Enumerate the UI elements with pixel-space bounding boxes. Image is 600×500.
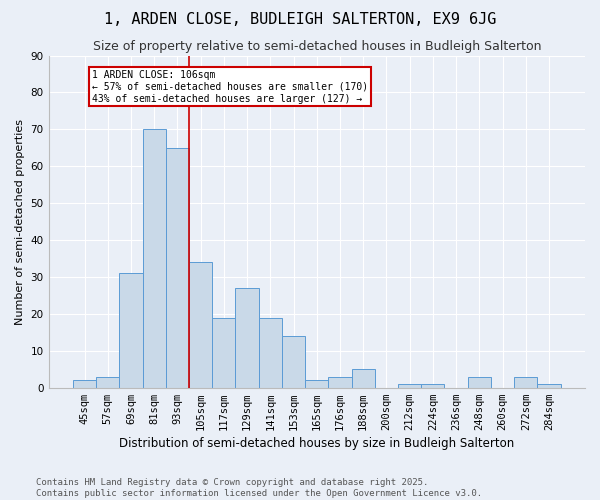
Bar [212,318,235,388]
Bar [143,130,166,388]
Bar [468,376,491,388]
Text: 1, ARDEN CLOSE, BUDLEIGH SALTERTON, EX9 6JG: 1, ARDEN CLOSE, BUDLEIGH SALTERTON, EX9 … [104,12,496,28]
Title: Size of property relative to semi-detached houses in Budleigh Salterton: Size of property relative to semi-detach… [92,40,541,53]
X-axis label: Distribution of semi-detached houses by size in Budleigh Salterton: Distribution of semi-detached houses by … [119,437,514,450]
Bar [235,288,259,388]
Bar [96,376,119,388]
Bar [189,262,212,388]
Bar [259,318,282,388]
Bar [73,380,96,388]
Bar [119,274,143,388]
Bar [514,376,538,388]
Text: 1 ARDEN CLOSE: 106sqm
← 57% of semi-detached houses are smaller (170)
43% of sem: 1 ARDEN CLOSE: 106sqm ← 57% of semi-deta… [92,70,368,104]
Bar [352,369,375,388]
Bar [166,148,189,388]
Bar [305,380,328,388]
Bar [328,376,352,388]
Text: Contains HM Land Registry data © Crown copyright and database right 2025.
Contai: Contains HM Land Registry data © Crown c… [36,478,482,498]
Bar [398,384,421,388]
Bar [538,384,560,388]
Y-axis label: Number of semi-detached properties: Number of semi-detached properties [15,118,25,324]
Bar [282,336,305,388]
Bar [421,384,445,388]
